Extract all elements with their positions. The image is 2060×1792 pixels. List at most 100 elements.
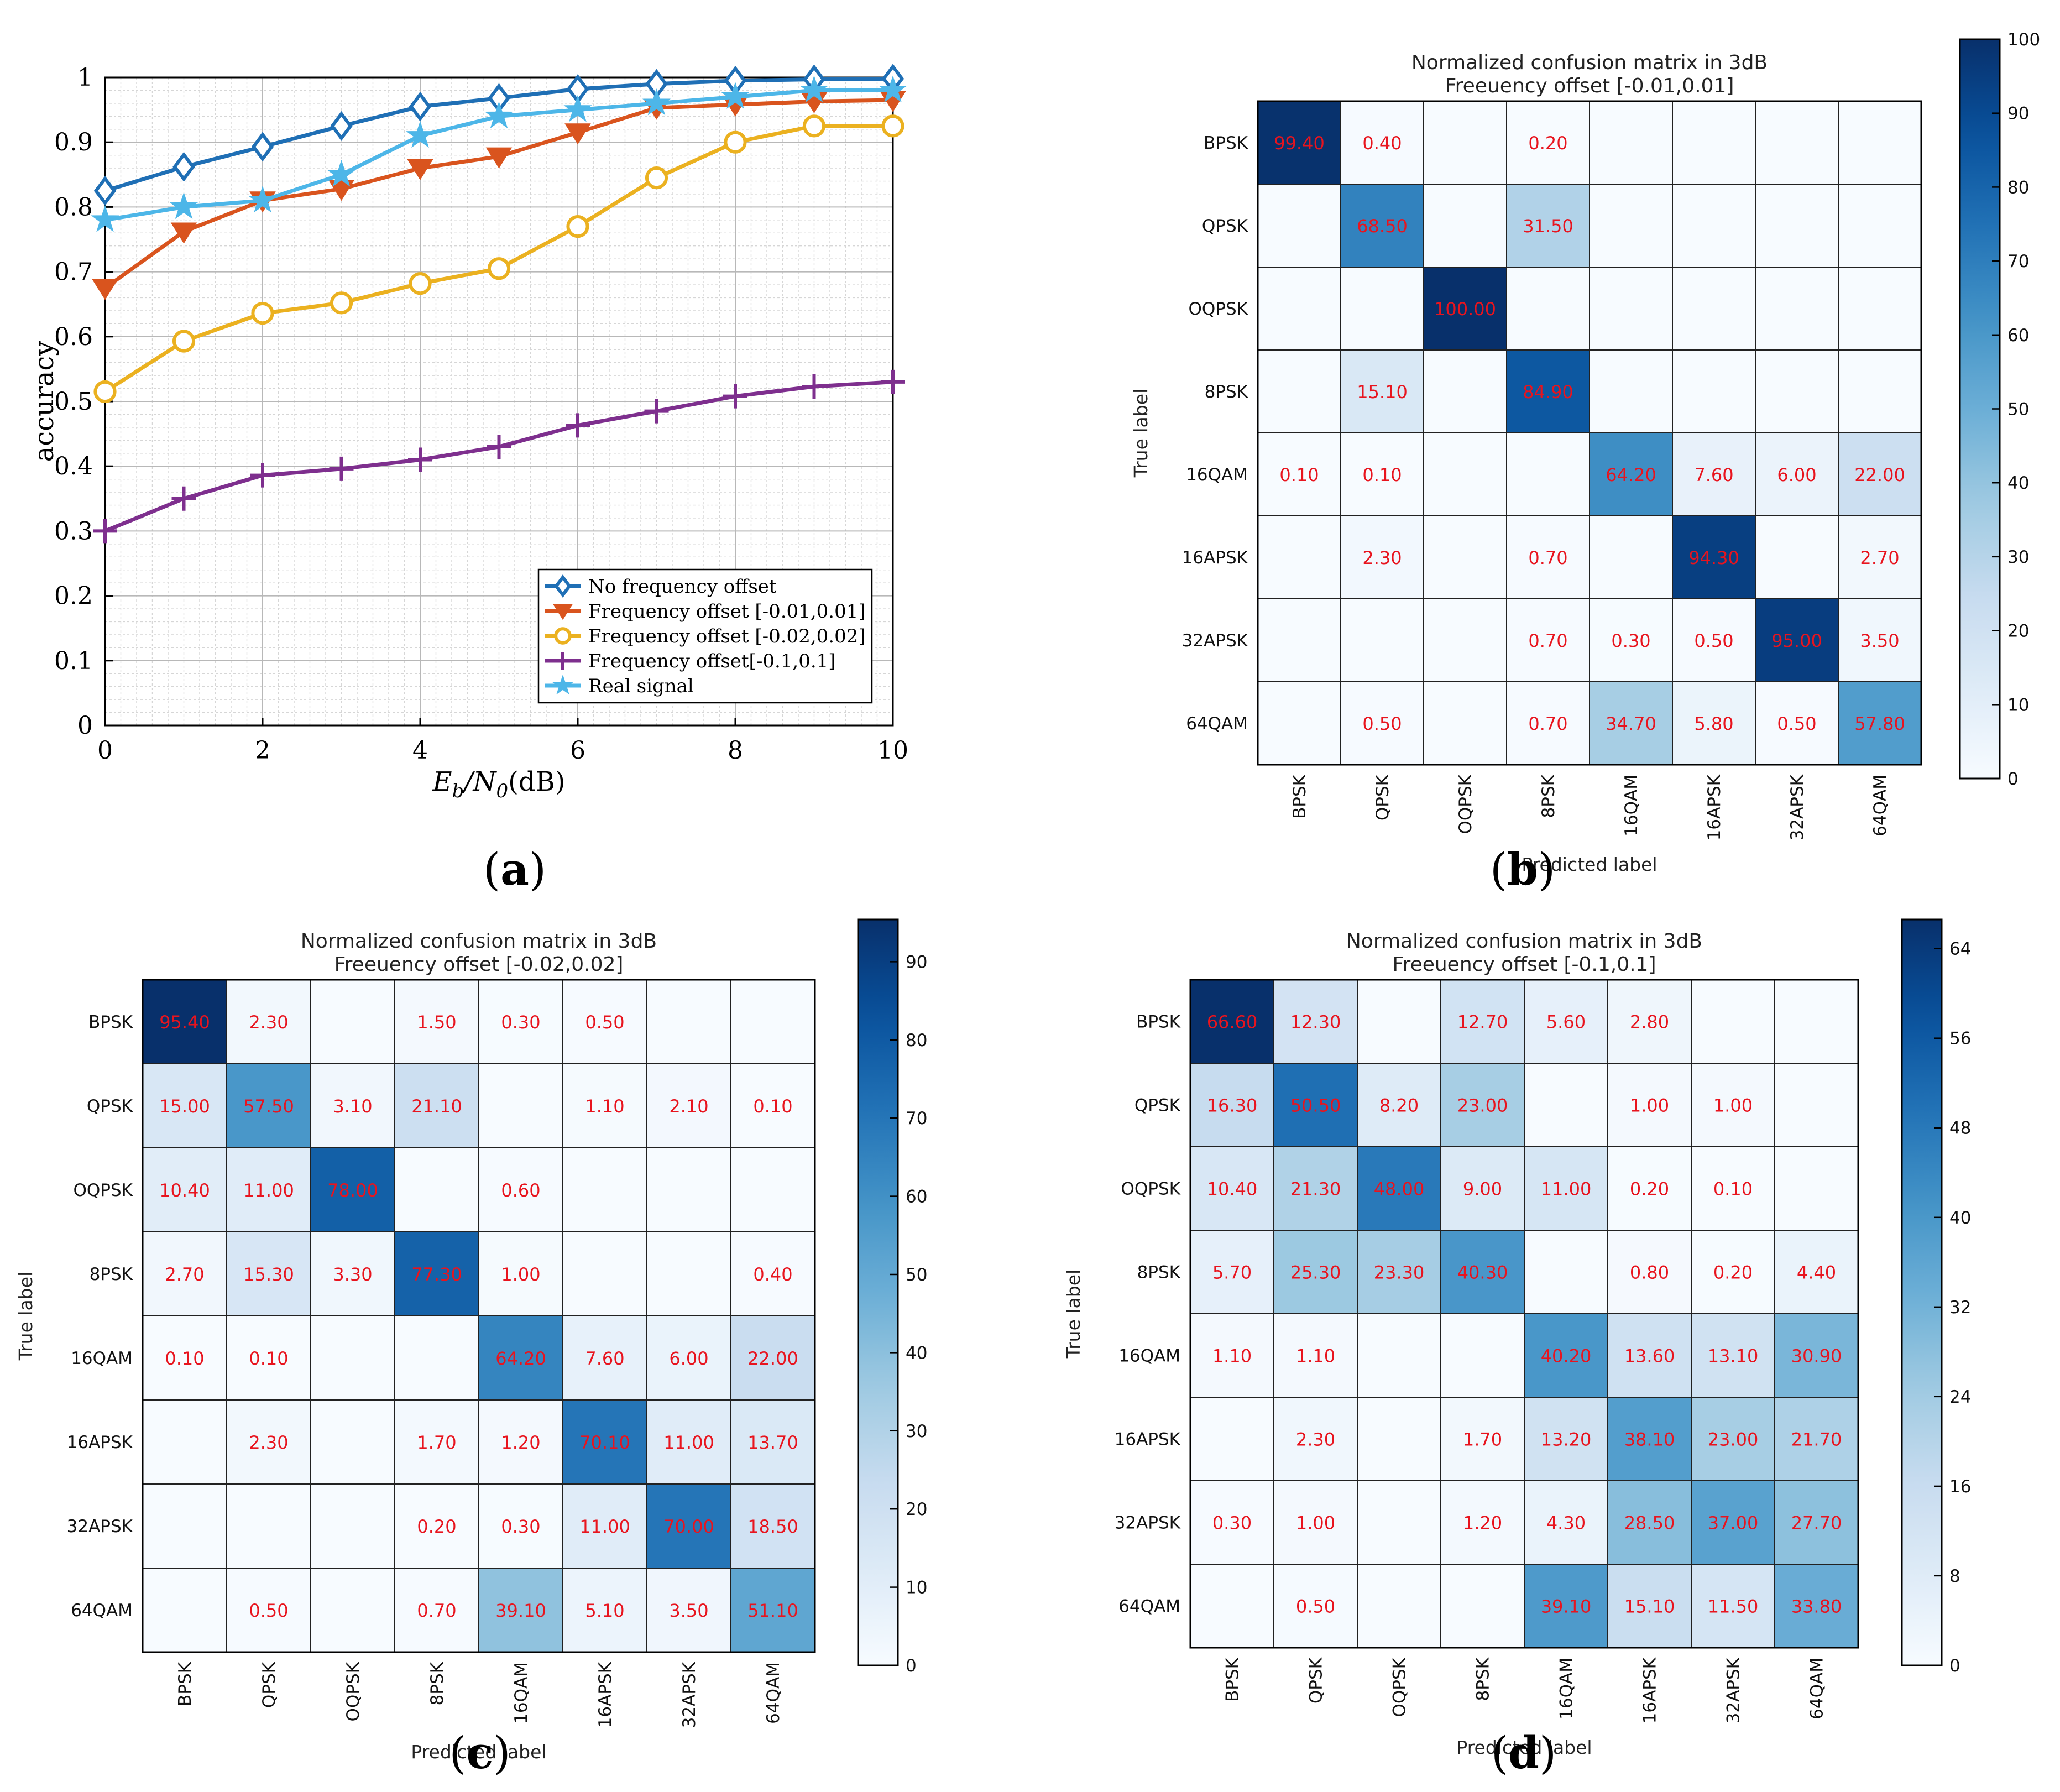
matrix-frame	[1189, 979, 1859, 1649]
cell-value: 0.70	[1528, 547, 1567, 568]
matrix-cell	[646, 1231, 731, 1316]
matrix-cell	[394, 1315, 479, 1401]
matrix-cell	[142, 979, 227, 1064]
matrix-cell	[226, 1231, 311, 1316]
cell-value: 23.30	[1374, 1262, 1425, 1283]
colorbar-tick-label: 0	[1949, 1656, 1960, 1676]
matrix-cell	[1838, 184, 1922, 268]
colorbar-tick-label: 50	[2007, 400, 2029, 420]
cell-value: 1.20	[501, 1432, 540, 1453]
matrix-cell	[1440, 1397, 1525, 1481]
cell-value: 3.50	[669, 1600, 708, 1621]
confusion-matrix-d: Normalized confusion matrix in 3dBFreeue…	[1063, 918, 1971, 1779]
matrix-cell	[1838, 432, 1922, 516]
caption-letter: c	[467, 1727, 494, 1779]
colorbar-tick-label: 48	[1949, 1119, 1971, 1138]
matrix-cell	[1257, 432, 1341, 516]
x-tick-label: QPSK	[1306, 1657, 1326, 1704]
matrix-cell	[1357, 979, 1441, 1064]
matrix-cell	[1190, 1480, 1274, 1565]
matrix-cells: 99.40 0.40 0.20 68.50 31.50 100.00 15.10 84.90 0…	[1257, 101, 1922, 765]
cell-value: 3.30	[333, 1264, 372, 1285]
matrix-cell	[1589, 515, 1673, 599]
cell-value: 0.50	[1694, 630, 1733, 651]
matrix-title: Normalized confusion matrix in 3dB	[1346, 930, 1702, 953]
matrix-cell	[478, 1063, 563, 1148]
matrix-cell	[1524, 1564, 1608, 1648]
matrix-cell	[562, 1147, 647, 1232]
matrix-cell	[1506, 432, 1590, 516]
cell-value: 15.10	[1624, 1596, 1675, 1617]
matrix-cell	[1273, 1063, 1358, 1147]
caption-paren: (	[1490, 844, 1507, 895]
matrix-cell	[1838, 349, 1922, 433]
circle-marker	[330, 291, 353, 315]
y-tick-label: 16QAM	[1118, 1346, 1180, 1366]
plus-marker	[881, 369, 905, 394]
x-axis-label: Predicted label	[1522, 854, 1657, 875]
plus-marker	[644, 399, 669, 424]
cell-value: 0.20	[1713, 1262, 1753, 1283]
colorbar-tick-label: 0	[906, 1656, 917, 1676]
cell-value: 0.50	[1296, 1596, 1335, 1617]
cell-value: 22.00	[747, 1348, 798, 1369]
matrix-cell	[310, 1399, 395, 1485]
matrix-cell	[1357, 1564, 1441, 1648]
matrix-cell	[646, 1315, 731, 1401]
cell-value: 68.50	[1357, 216, 1408, 237]
y-tick-label: 0.2	[54, 582, 93, 610]
plus-marker	[171, 486, 196, 511]
matrix-cell	[1774, 1397, 1859, 1481]
circle-marker	[251, 302, 274, 325]
cell-value: 10.40	[159, 1180, 210, 1201]
colorbar-tick-label: 50	[906, 1265, 927, 1285]
x-tick-label: BPSK	[1290, 774, 1310, 819]
cell-value: 1.10	[1212, 1346, 1252, 1367]
cell-value: 38.10	[1624, 1429, 1675, 1450]
colorbar-tick-label: 64	[1949, 939, 1971, 959]
cell-value: 100.00	[1434, 299, 1496, 320]
panel-c: Normalized confusion matrix in 3dB Freeue…	[0, 896, 1030, 1792]
x-tick-label: 16QAM	[511, 1662, 531, 1724]
cell-value: 0.30	[501, 1012, 540, 1033]
legend-label: Frequency offset[-0.1,0.1]	[588, 650, 836, 672]
matrix-cell	[1273, 1230, 1358, 1314]
cell-value: 94.30	[1688, 547, 1739, 568]
matrix-cell	[562, 1568, 647, 1653]
cell-value: 11.00	[663, 1432, 714, 1453]
diamond-marker	[251, 132, 274, 162]
cell-value: 0.20	[417, 1516, 456, 1537]
y-tick-label: QPSK	[1202, 216, 1248, 236]
x-tick-label: OQPSK	[1456, 774, 1476, 834]
cell-value: 0.50	[1777, 713, 1816, 734]
star-marker	[879, 75, 907, 103]
matrix-cell	[1273, 1480, 1358, 1565]
star-marker	[91, 205, 119, 232]
matrix-cell	[1774, 1146, 1859, 1231]
y-tick-label: QPSK	[87, 1096, 133, 1116]
cell-value: 40.20	[1541, 1346, 1592, 1367]
cell-value: 0.10	[1362, 464, 1402, 485]
matrix-cell	[1423, 598, 1507, 682]
matrix-cell	[226, 1315, 311, 1401]
colorbar-tick-label: 30	[2007, 547, 2029, 567]
y-tick-label: 8PSK	[1205, 382, 1248, 402]
triangle-down-marker	[92, 279, 118, 300]
matrix-frame	[142, 979, 816, 1653]
matrix-cell	[562, 1231, 647, 1316]
matrix-cell	[1357, 1313, 1441, 1398]
cell-value: 23.00	[1708, 1429, 1759, 1450]
plus-marker	[408, 447, 432, 472]
matrix-cell	[1340, 184, 1424, 268]
x-tick-label: 64QAM	[764, 1662, 783, 1724]
cell-value: 22.00	[1854, 464, 1905, 485]
matrix-cell	[226, 1568, 311, 1653]
y-tick-label: 0.7	[54, 258, 93, 286]
plus-marker	[554, 652, 572, 670]
cell-value: 15.30	[243, 1264, 294, 1285]
legend-entry: Frequency offset[-0.1,0.1]	[545, 650, 836, 672]
matrix-cell	[1190, 1564, 1274, 1648]
matrix-cell	[394, 979, 479, 1064]
cell-value: 0.40	[753, 1264, 792, 1285]
matrix-cell	[1340, 267, 1424, 351]
